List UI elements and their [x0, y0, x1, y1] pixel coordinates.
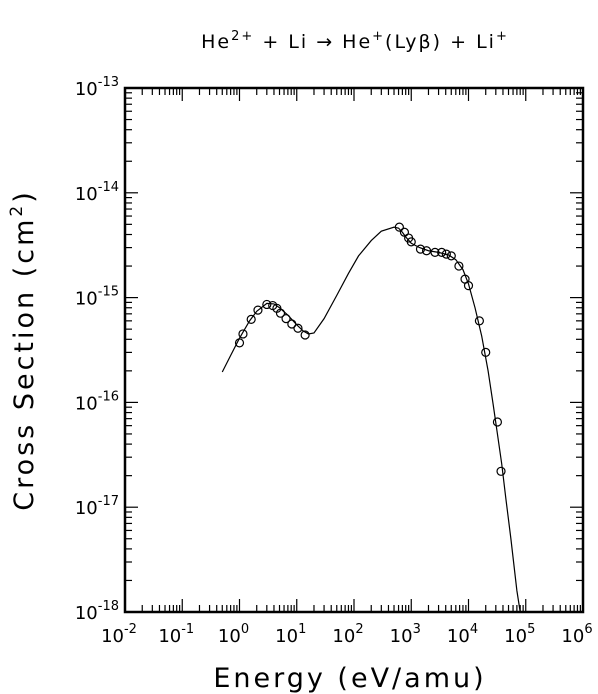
data-point: [454, 261, 464, 271]
tick-exponent: -16: [98, 389, 119, 404]
tick-base: 10: [75, 603, 98, 624]
title-part: He: [201, 31, 231, 53]
data-point: [300, 330, 310, 340]
tick-exponent: -13: [98, 75, 119, 90]
tick-exponent: -1: [181, 622, 194, 637]
data-point: [421, 246, 432, 256]
data-point: [496, 466, 506, 476]
tick-base: 10: [75, 393, 98, 414]
x-tick-label: 106: [561, 622, 592, 647]
tick-exponent: 5: [527, 622, 535, 637]
y-label-sup: 2: [7, 203, 27, 217]
tick-exponent: -2: [124, 622, 137, 637]
axis-ticks: [124, 88, 583, 613]
data-point: [238, 329, 248, 339]
x-tick-label: 103: [390, 622, 421, 647]
tick-base: 10: [75, 498, 98, 519]
tick-base: 10: [218, 626, 241, 647]
x-tick-label: 10-1: [158, 622, 194, 647]
title-sup: 2+: [231, 29, 254, 44]
data-point: [234, 338, 245, 348]
title-part: + Li → He: [254, 31, 372, 53]
y-tick-label: 10-15: [75, 285, 119, 310]
data-point: [474, 316, 484, 326]
data-point: [463, 281, 474, 291]
tick-base: 10: [390, 626, 413, 647]
tick-exponent: -14: [98, 180, 119, 195]
tick-exponent: -15: [98, 285, 119, 300]
tick-base: 10: [75, 79, 98, 100]
tick-exponent: -18: [98, 599, 119, 614]
tick-base: 10: [75, 184, 98, 205]
x-tick-label: 105: [504, 622, 535, 647]
title-sup: +: [372, 29, 385, 44]
x-tick-labels: 10-2 10-1 100 101 102 103 104 105 106: [101, 622, 593, 647]
tick-base: 10: [75, 289, 98, 310]
series-line: [221, 226, 521, 613]
tick-base: 10: [447, 626, 470, 647]
tick-base: 10: [332, 626, 355, 647]
tick-exponent: 4: [470, 622, 478, 637]
tick-base: 10: [275, 626, 298, 647]
data-point: [262, 299, 272, 310]
tick-exponent: -17: [98, 494, 119, 509]
y-tick-label: 10-13: [75, 75, 119, 100]
y-tick-label: 10-17: [75, 494, 119, 519]
data-point: [406, 237, 416, 247]
title-sup: +: [496, 29, 509, 44]
tick-exponent: 0: [241, 622, 249, 637]
x-axis-label: Energy (eV/amu): [213, 663, 486, 694]
chart-title: He2+ + Li → He+(Lyβ) + Li+: [201, 29, 509, 53]
data-point: [287, 319, 297, 329]
data-point: [492, 417, 503, 427]
y-tick-label: 10-14: [75, 180, 119, 205]
data-point: [394, 222, 404, 232]
data-point: [246, 314, 256, 324]
title-part: (Lyβ) + Li: [385, 31, 496, 53]
tick-exponent: 1: [298, 622, 306, 637]
y-label-close: ): [9, 189, 40, 203]
tick-base: 10: [101, 626, 124, 647]
data-point: [281, 314, 291, 324]
y-axis-label: Cross Section (cm2): [7, 189, 40, 511]
y-tick-label: 10-16: [75, 389, 119, 414]
data-point: [293, 323, 303, 333]
data-points: [234, 222, 506, 476]
tick-exponent: 6: [584, 622, 592, 637]
x-tick-label: 101: [275, 622, 306, 647]
data-point: [275, 308, 286, 318]
tick-base: 10: [158, 626, 181, 647]
data-point: [446, 251, 456, 261]
data-point: [415, 244, 426, 254]
data-point: [430, 247, 440, 257]
tick-base: 10: [561, 626, 584, 647]
data-point: [441, 249, 451, 259]
tick-exponent: 2: [355, 622, 363, 637]
x-tick-label: 102: [332, 622, 363, 647]
y-label-text: Cross Section (cm: [9, 217, 40, 511]
data-point: [253, 305, 263, 315]
y-tick-label: 10-18: [75, 599, 119, 624]
x-tick-label: 100: [218, 622, 249, 647]
plot-frame: [123, 86, 585, 614]
data-point: [481, 347, 491, 357]
x-tick-label: 104: [447, 622, 478, 647]
tick-exponent: 3: [413, 622, 421, 637]
x-tick-label: 10-2: [101, 622, 137, 647]
data-point: [437, 247, 447, 257]
tick-base: 10: [504, 626, 527, 647]
